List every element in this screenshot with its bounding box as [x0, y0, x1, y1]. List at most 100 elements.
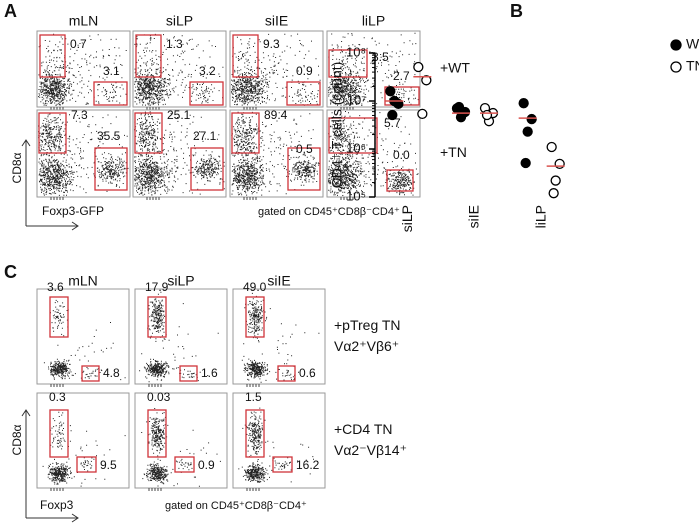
data-point — [413, 61, 424, 73]
event-dots — [241, 292, 320, 383]
gate — [49, 296, 69, 338]
gate — [94, 147, 128, 191]
gate — [147, 409, 167, 458]
y-tick-label: 10⁶ — [346, 140, 366, 155]
event-dots — [238, 407, 318, 483]
gate — [245, 409, 265, 458]
gate-percentage: 0.03 — [147, 390, 171, 404]
gate — [231, 112, 260, 154]
gate — [328, 49, 368, 78]
column-label: siIE — [267, 273, 290, 289]
x-tick-label: siLP — [399, 205, 415, 232]
gate — [245, 296, 265, 338]
gate — [76, 456, 97, 473]
data-point — [522, 126, 533, 137]
gate-percentage: 3.6 — [47, 280, 64, 294]
y-axis-label: CD4⁺ T cells (count) — [329, 62, 345, 189]
plot-frame — [132, 30, 227, 108]
row-label: Vα2⁻Vβ14⁺ — [334, 442, 407, 458]
gate — [277, 365, 296, 382]
gating-note: gated on CD45⁺CD8β⁻CD4⁺ — [165, 500, 307, 512]
data-point — [417, 108, 428, 119]
gate-percentage: 17.9 — [145, 280, 169, 294]
gate-percentage: 3.1 — [103, 64, 120, 78]
data-point — [518, 98, 529, 109]
data-point — [526, 113, 537, 125]
column-label: mLN — [68, 273, 98, 289]
data-point — [548, 188, 559, 199]
gate-percentage: 27.1 — [193, 129, 217, 143]
y-tick-label: 10⁷ — [347, 92, 366, 107]
column-label: siIE — [265, 13, 288, 29]
gate-percentage: 1.3 — [166, 37, 183, 51]
gate-percentage: 0.3 — [49, 390, 66, 404]
legend-label: WT — [686, 36, 699, 52]
legend-marker — [670, 39, 682, 51]
event-dots — [134, 33, 224, 106]
row-label: +pTreg TN — [334, 317, 401, 333]
gate — [174, 456, 195, 473]
gate-percentage: 49.0 — [243, 280, 267, 294]
panel-label: C — [4, 262, 17, 282]
gate — [93, 81, 128, 106]
gate — [134, 112, 163, 154]
data-point — [550, 175, 561, 186]
event-dots — [43, 299, 126, 381]
column-label: siLP — [167, 273, 194, 289]
y-tick-label: 10⁸ — [346, 44, 366, 59]
gate — [190, 147, 224, 191]
gate-percentage: 9.5 — [100, 458, 117, 472]
gate — [147, 296, 167, 338]
gate — [328, 117, 378, 154]
column-label: liLP — [362, 13, 385, 29]
gating-note: gated on CD45⁺CD8β⁻CD4⁺ — [258, 206, 400, 218]
gate — [286, 81, 321, 106]
gate — [135, 34, 162, 78]
gate-percentage: 0.7 — [70, 37, 87, 51]
gate-percentage: 0.0 — [393, 148, 410, 162]
y-axis-label: CD8α — [10, 152, 24, 183]
plot-frame — [36, 392, 130, 489]
x-axis-label: Foxp3-GFP — [42, 204, 104, 218]
data-point — [385, 86, 396, 97]
column-label: mLN — [69, 13, 99, 29]
gate-percentage: 3.2 — [199, 64, 216, 78]
gate-percentage: 35.5 — [97, 129, 121, 143]
gate-percentage: 0.9 — [296, 64, 313, 78]
gate — [272, 456, 293, 473]
gate-percentage: 7.3 — [71, 108, 88, 122]
legend-marker — [670, 61, 682, 73]
panel-label: A — [4, 1, 17, 21]
gate-percentage: 1.5 — [245, 390, 262, 404]
x-axis-label: Foxp3 — [40, 498, 74, 512]
event-dots — [139, 291, 219, 383]
data-point — [554, 158, 565, 170]
row-label: Vα2⁺Vβ6⁺ — [334, 338, 399, 354]
event-dots — [38, 33, 128, 107]
gate-percentage: 9.3 — [263, 37, 280, 51]
legend-label: TN — [686, 58, 699, 74]
data-point — [421, 75, 432, 86]
plot-frame — [326, 30, 421, 108]
y-tick-label: 10⁵ — [346, 188, 366, 203]
data-point — [520, 157, 531, 169]
gate-percentage: 89.4 — [264, 108, 288, 122]
data-point — [453, 101, 465, 113]
x-tick-label: liLP — [532, 205, 548, 228]
gate-percentage: 3.5 — [372, 50, 389, 64]
gate — [189, 81, 224, 106]
event-dots — [231, 33, 321, 106]
plot-frame — [232, 392, 326, 489]
data-point — [387, 109, 398, 121]
panel-label: B — [510, 1, 523, 21]
gate-percentage: 0.9 — [198, 458, 215, 472]
gate — [232, 34, 259, 78]
gate-percentage: 5.7 — [384, 116, 401, 130]
gate — [179, 365, 198, 382]
gate — [81, 365, 100, 382]
gate — [287, 147, 321, 191]
gate-percentage: 1.6 — [201, 366, 218, 380]
event-dots — [38, 113, 129, 196]
gate-percentage: 2.7 — [393, 69, 410, 83]
